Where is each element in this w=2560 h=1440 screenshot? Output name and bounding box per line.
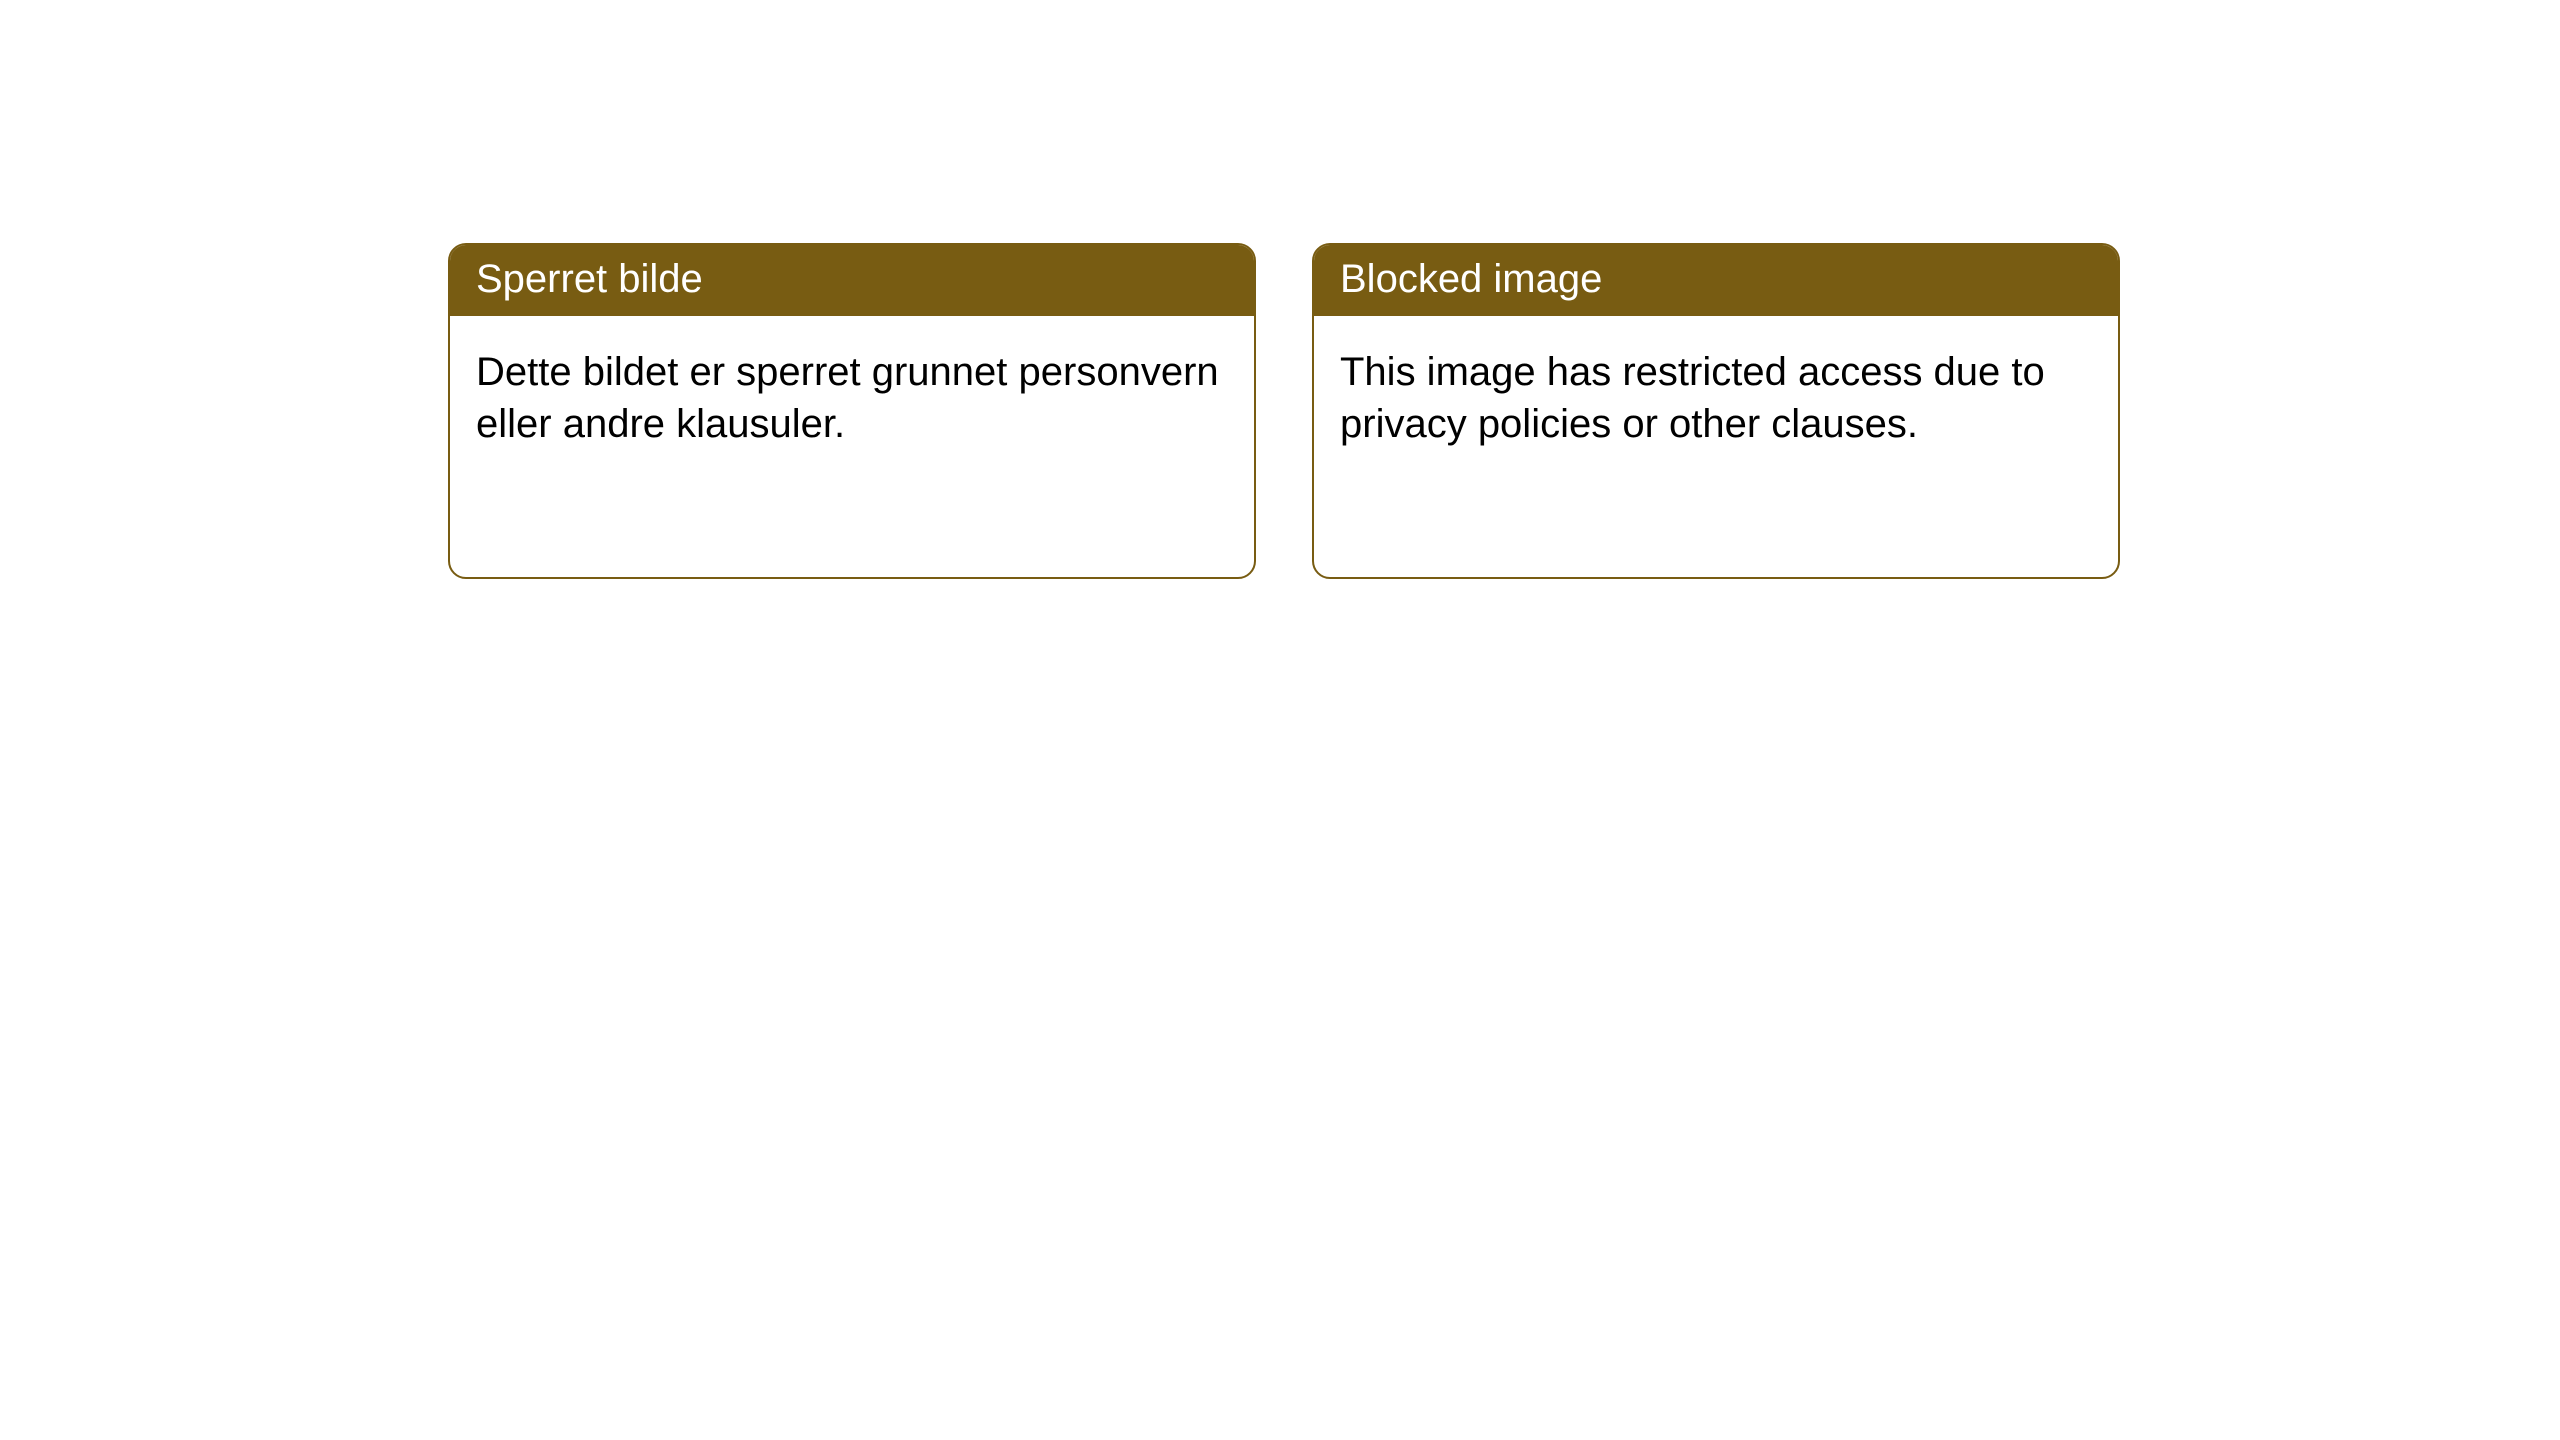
card-body: This image has restricted access due to …: [1314, 316, 2118, 480]
card-title: Blocked image: [1340, 257, 1602, 301]
card-body: Dette bildet er sperret grunnet personve…: [450, 316, 1254, 480]
card-title: Sperret bilde: [476, 257, 703, 301]
card-message: Dette bildet er sperret grunnet personve…: [476, 350, 1219, 446]
card-header: Sperret bilde: [450, 245, 1254, 316]
notice-container: Sperret bilde Dette bildet er sperret gr…: [448, 243, 2120, 579]
card-message: This image has restricted access due to …: [1340, 350, 2045, 446]
notice-card-norwegian: Sperret bilde Dette bildet er sperret gr…: [448, 243, 1256, 579]
notice-card-english: Blocked image This image has restricted …: [1312, 243, 2120, 579]
card-header: Blocked image: [1314, 245, 2118, 316]
